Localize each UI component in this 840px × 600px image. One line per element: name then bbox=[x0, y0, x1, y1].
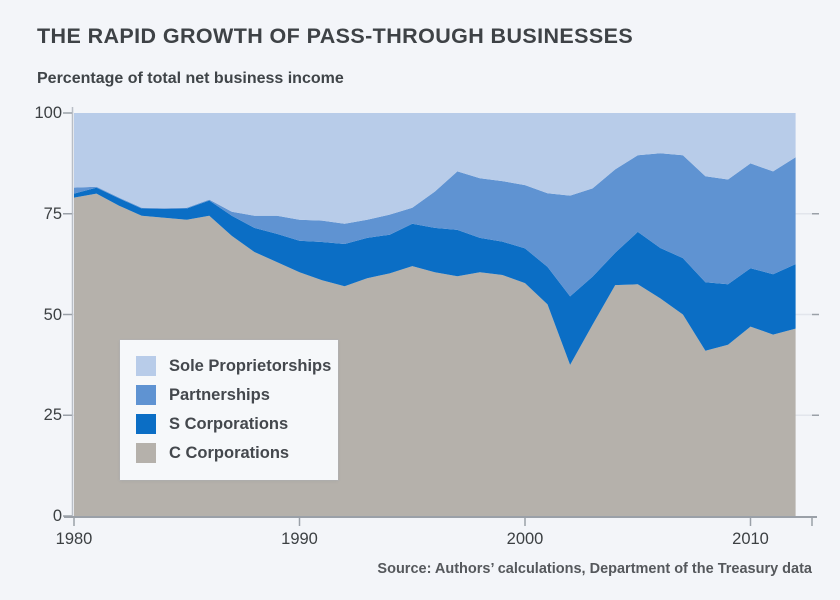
y-axis-label-100: 100 bbox=[34, 104, 62, 122]
source-note: Source: Authors’ calculations, Departmen… bbox=[377, 561, 812, 577]
legend-item-sole-proprietorships: Sole Proprietorships bbox=[136, 356, 338, 376]
legend-label: S Corporations bbox=[169, 414, 289, 433]
area-partnerships bbox=[74, 153, 796, 297]
x-axis-label-2010: 2010 bbox=[732, 530, 769, 548]
legend-label: C Corporations bbox=[169, 443, 290, 462]
x-axis-label-1980: 1980 bbox=[55, 530, 93, 548]
chart-legend: Sole Proprietorships Partnerships S Corpor… bbox=[120, 340, 338, 480]
page-title: THE RAPID GROWTH OF PASS-THROUGH BUSINES… bbox=[37, 24, 634, 48]
legend-swatch-icon bbox=[136, 356, 156, 376]
legend-swatch-icon bbox=[136, 385, 156, 405]
y-axis-label-25: 25 bbox=[43, 406, 62, 425]
y-axis-label-50: 50 bbox=[43, 305, 62, 324]
x-axis-label-2000: 2000 bbox=[506, 530, 544, 548]
chart-subtitle: Percentage of total net business income bbox=[37, 70, 344, 87]
legend-item-partnerships: Partnerships bbox=[136, 385, 338, 405]
legend-item-s-corporations: S Corporations bbox=[136, 414, 338, 434]
area-sole-proprietorships bbox=[74, 113, 796, 224]
legend-item-c-corporations: C Corporations bbox=[136, 443, 338, 463]
y-axis-label-0: 0 bbox=[52, 507, 62, 525]
area-s-corporations bbox=[74, 187, 796, 365]
legend-label: Sole Proprietorships bbox=[169, 356, 332, 375]
y-axis-label-75: 75 bbox=[43, 204, 62, 223]
legend-swatch-icon bbox=[136, 414, 156, 434]
legend-label: Partnerships bbox=[169, 385, 270, 404]
legend-swatch-icon bbox=[136, 443, 156, 463]
x-axis-label-1990: 1990 bbox=[281, 530, 318, 548]
